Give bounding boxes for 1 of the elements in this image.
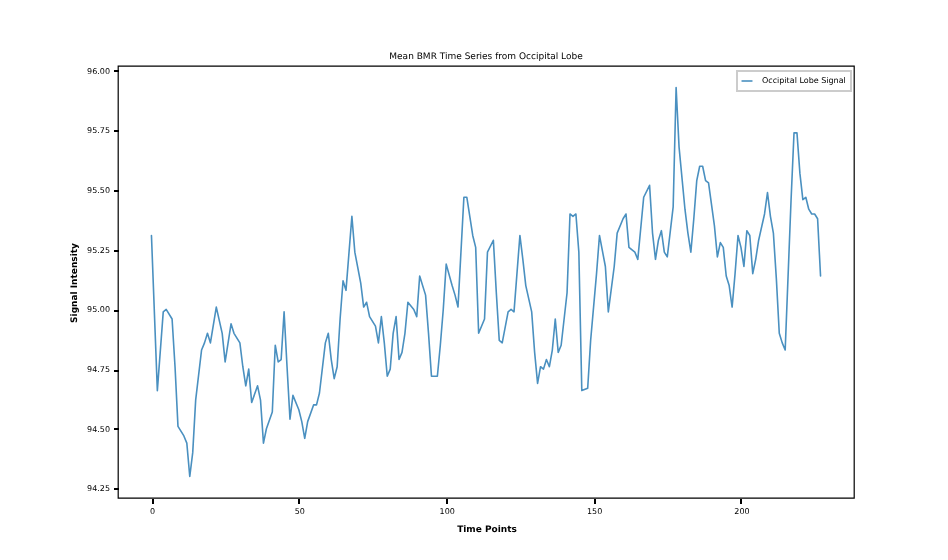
line-series — [150, 86, 822, 478]
